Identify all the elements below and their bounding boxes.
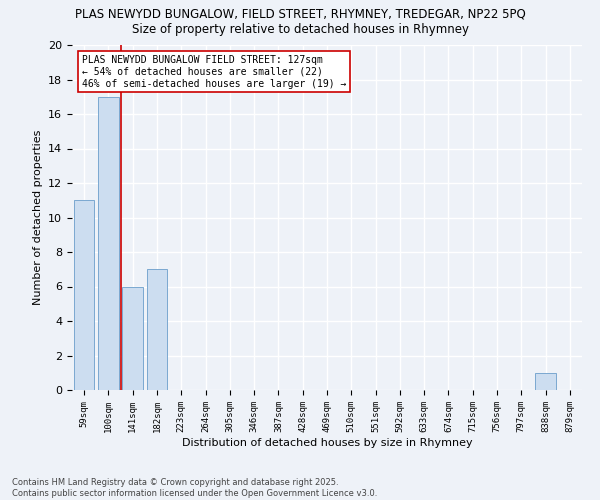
Bar [98, 97, 119, 390]
Text: Size of property relative to detached houses in Rhymney: Size of property relative to detached ho… [131, 22, 469, 36]
Bar [74, 200, 94, 390]
Y-axis label: Number of detached properties: Number of detached properties [32, 130, 43, 305]
Bar [535, 373, 556, 390]
X-axis label: Distribution of detached houses by size in Rhymney: Distribution of detached houses by size … [182, 438, 472, 448]
Text: Contains HM Land Registry data © Crown copyright and database right 2025.
Contai: Contains HM Land Registry data © Crown c… [12, 478, 377, 498]
Bar [146, 269, 167, 390]
Bar [122, 286, 143, 390]
Text: PLAS NEWYDD BUNGALOW FIELD STREET: 127sqm
← 54% of detached houses are smaller (: PLAS NEWYDD BUNGALOW FIELD STREET: 127sq… [82, 56, 347, 88]
Text: PLAS NEWYDD BUNGALOW, FIELD STREET, RHYMNEY, TREDEGAR, NP22 5PQ: PLAS NEWYDD BUNGALOW, FIELD STREET, RHYM… [74, 8, 526, 20]
